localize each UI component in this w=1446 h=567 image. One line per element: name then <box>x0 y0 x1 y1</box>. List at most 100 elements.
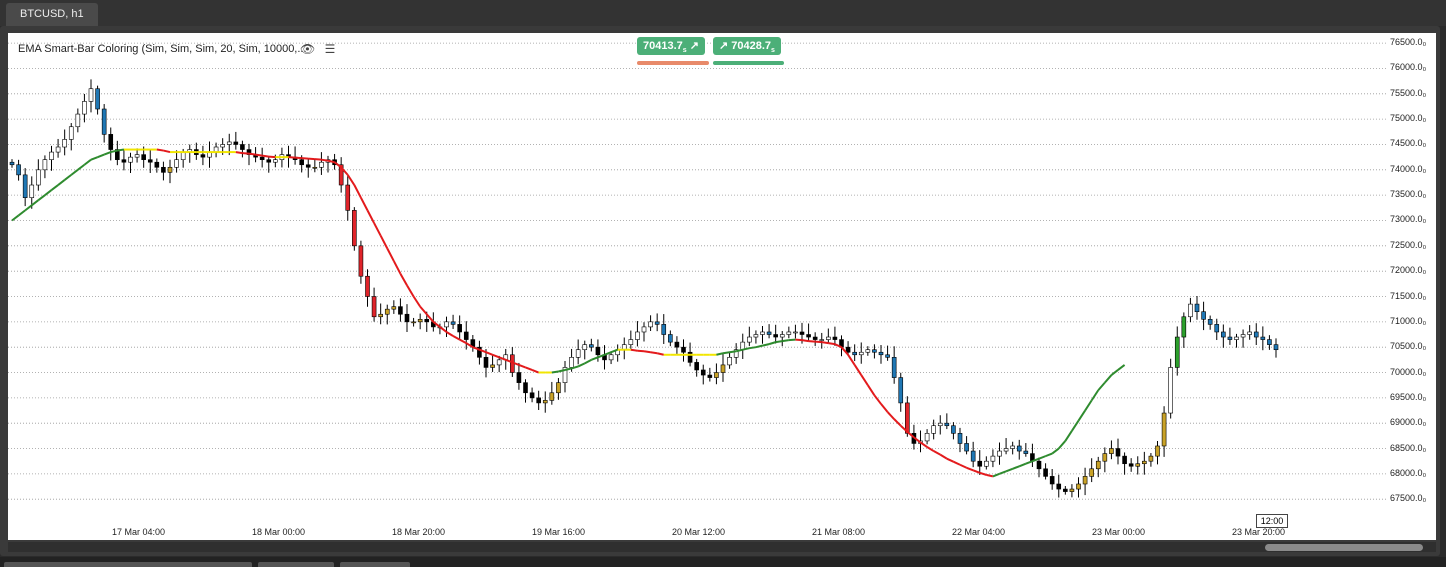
arrow-up-icon: ↗ <box>689 40 699 52</box>
candle <box>970 450 976 462</box>
time-axis[interactable] <box>8 522 1436 540</box>
ema-segment <box>425 313 435 323</box>
eye-icon[interactable]: 👁 <box>300 42 316 56</box>
candle <box>727 357 732 366</box>
scrollbar-thumb[interactable] <box>1265 544 1423 551</box>
candle <box>872 349 877 353</box>
candle <box>490 364 495 368</box>
candle <box>1260 336 1266 340</box>
candle <box>1122 455 1127 465</box>
price-axis[interactable] <box>1386 33 1436 522</box>
candle <box>365 275 370 297</box>
candle <box>352 210 357 247</box>
candle <box>358 245 364 277</box>
x-tick-label: 20 Mar 12:00 <box>672 527 726 537</box>
x-tick-label: 18 Mar 00:00 <box>252 527 306 537</box>
y-tick-label: 69000.0₀ <box>1390 417 1427 428</box>
candle <box>1049 476 1055 485</box>
candle <box>542 400 548 404</box>
ema-segment <box>1018 462 1027 468</box>
bottom-tab[interactable] <box>340 562 410 567</box>
ema-segment <box>346 174 356 186</box>
ema-segment <box>1090 389 1100 401</box>
candle <box>964 443 969 452</box>
ema-segment <box>419 305 428 315</box>
candle <box>878 351 884 356</box>
ema-segment <box>163 149 171 154</box>
x-tick-label: 23 Mar 20:00 <box>1232 527 1286 537</box>
ema-segment <box>873 394 882 405</box>
y-tick-label: 73500.0₀ <box>1390 189 1427 200</box>
candle <box>1135 463 1141 467</box>
plot-area[interactable] <box>8 33 1386 522</box>
ema-segment <box>590 356 599 361</box>
horizontal-scrollbar[interactable] <box>8 542 1436 552</box>
candle <box>1063 488 1068 492</box>
ema-segment <box>255 153 263 157</box>
ema-segment <box>64 174 72 181</box>
ema-segment <box>268 155 276 159</box>
ema-segment <box>604 351 612 356</box>
ema-segment <box>801 339 809 343</box>
candle <box>483 357 489 368</box>
ema-segment <box>650 351 658 355</box>
buy-button[interactable]: ↗ 70428.7s <box>713 37 781 55</box>
bottom-tab[interactable] <box>4 562 252 567</box>
ema-segment <box>866 384 876 396</box>
candle <box>628 339 634 345</box>
candle <box>1161 412 1167 447</box>
candle <box>1010 445 1015 449</box>
candle <box>200 154 206 158</box>
candle <box>384 308 390 315</box>
tab-btcusd[interactable]: BTCUSD, h1 <box>6 3 98 26</box>
candle <box>931 425 936 434</box>
candle <box>424 319 430 323</box>
candle <box>1227 336 1233 340</box>
ema-segment <box>939 453 948 460</box>
candle <box>180 151 186 160</box>
ema-segment <box>860 374 869 386</box>
ema-segment <box>1057 440 1067 450</box>
candle <box>674 341 680 348</box>
ema-segment <box>1117 364 1126 371</box>
candle <box>411 321 416 324</box>
y-tick-label: 74500.0₀ <box>1390 138 1427 149</box>
candle <box>569 357 574 368</box>
candle <box>1207 319 1213 325</box>
candle <box>55 146 61 153</box>
ema-segment <box>366 209 375 224</box>
candle <box>885 354 890 358</box>
ema-segment <box>1005 467 1014 473</box>
candle <box>1188 303 1193 318</box>
ema-segment <box>1104 374 1113 384</box>
candle <box>819 339 825 341</box>
candle <box>1089 468 1094 477</box>
ema-segment <box>834 343 842 349</box>
ema-segment <box>459 338 467 345</box>
candle <box>226 141 232 145</box>
candle <box>1273 344 1279 351</box>
candle <box>1056 483 1062 490</box>
ema-segment <box>577 362 586 368</box>
ema-segment <box>498 356 507 361</box>
bottom-tab[interactable] <box>258 562 334 567</box>
candle <box>779 334 785 338</box>
ema-segment <box>412 295 422 308</box>
indicator-label[interactable]: EMA Smart-Bar Coloring (Sim, Sim, Sim, 2… <box>18 43 307 55</box>
sliders-icon[interactable]: ☰ <box>324 42 336 56</box>
ema-segment <box>643 350 651 354</box>
sell-price: 70413.7 <box>643 40 683 52</box>
candle <box>121 159 127 163</box>
ema-segment <box>97 153 105 159</box>
ema-segment <box>31 199 39 207</box>
ema-segment <box>749 346 757 350</box>
y-tick-label: 72000.0₀ <box>1390 265 1427 276</box>
ema-segment <box>900 424 909 433</box>
ema-segment <box>722 351 730 355</box>
price-chart[interactable] <box>8 33 1386 522</box>
tab-bar: BTCUSD, h1 <box>0 0 1446 26</box>
ema-segment <box>1032 457 1040 463</box>
candle <box>345 184 351 211</box>
candle <box>1181 316 1187 338</box>
sell-button[interactable]: 70413.7s ↗ <box>637 37 705 55</box>
